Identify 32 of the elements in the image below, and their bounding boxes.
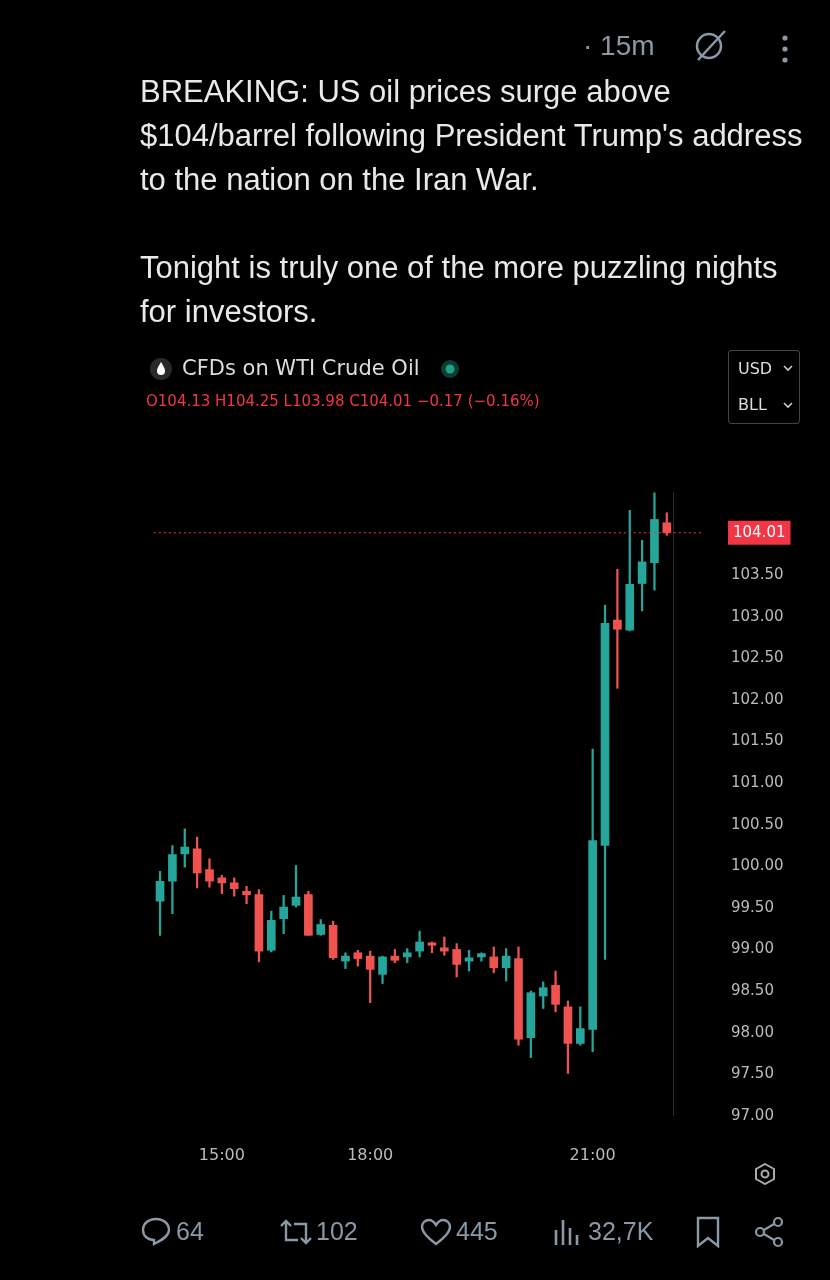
text: USD	[738, 359, 773, 378]
y-tick-label: 102.50	[731, 648, 784, 667]
text: · 15m	[583, 30, 655, 62]
text: 102	[316, 1217, 358, 1246]
text: BLL	[738, 395, 767, 414]
y-tick-label: 99.50	[731, 897, 774, 916]
chart-subtitle: O104.13 H104.25 L103.98 C104.01 −0.17 (−0.16%)	[146, 392, 540, 410]
y-tick-label: 98.00	[731, 1022, 774, 1041]
x-tick-label: 15:00	[198, 1144, 245, 1164]
text: BREAKING: US oil prices surge above $104/barrel following President Trump's address to the nation on the Iran War.	[140, 73, 804, 199]
y-tick-label: 102.00	[731, 689, 784, 708]
y-tick-label: 97.50	[731, 1064, 774, 1083]
y-tick-label: 100.00	[731, 856, 784, 875]
candlestick	[242, 885, 251, 905]
text: 32,7K	[588, 1217, 654, 1246]
text: Tonight is truly one of the more puzzling nights for investors.	[140, 249, 779, 331]
ref-line-label: 104.01	[733, 522, 786, 541]
text: 445	[456, 1217, 498, 1246]
y-tick-label: 99.00	[731, 939, 774, 958]
text: 64	[176, 1217, 204, 1246]
y-tick-label: 101.00	[731, 773, 784, 791]
y-tick-label: 101.50	[731, 731, 784, 750]
x-tick-label: 18:00	[347, 1144, 394, 1164]
y-tick-label: 103.00	[731, 606, 784, 625]
y-tick-label: 98.50	[731, 980, 774, 999]
candlestick	[613, 569, 622, 689]
y-tick-label: 100.50	[731, 814, 784, 833]
candlestick	[341, 952, 350, 969]
chart-title: CFDs on WTI Crude Oil	[182, 356, 420, 380]
y-tick-label: 97.00	[731, 1105, 774, 1124]
y-tick-label: 103.50	[731, 565, 784, 584]
x-tick-label: 21:00	[569, 1144, 616, 1164]
